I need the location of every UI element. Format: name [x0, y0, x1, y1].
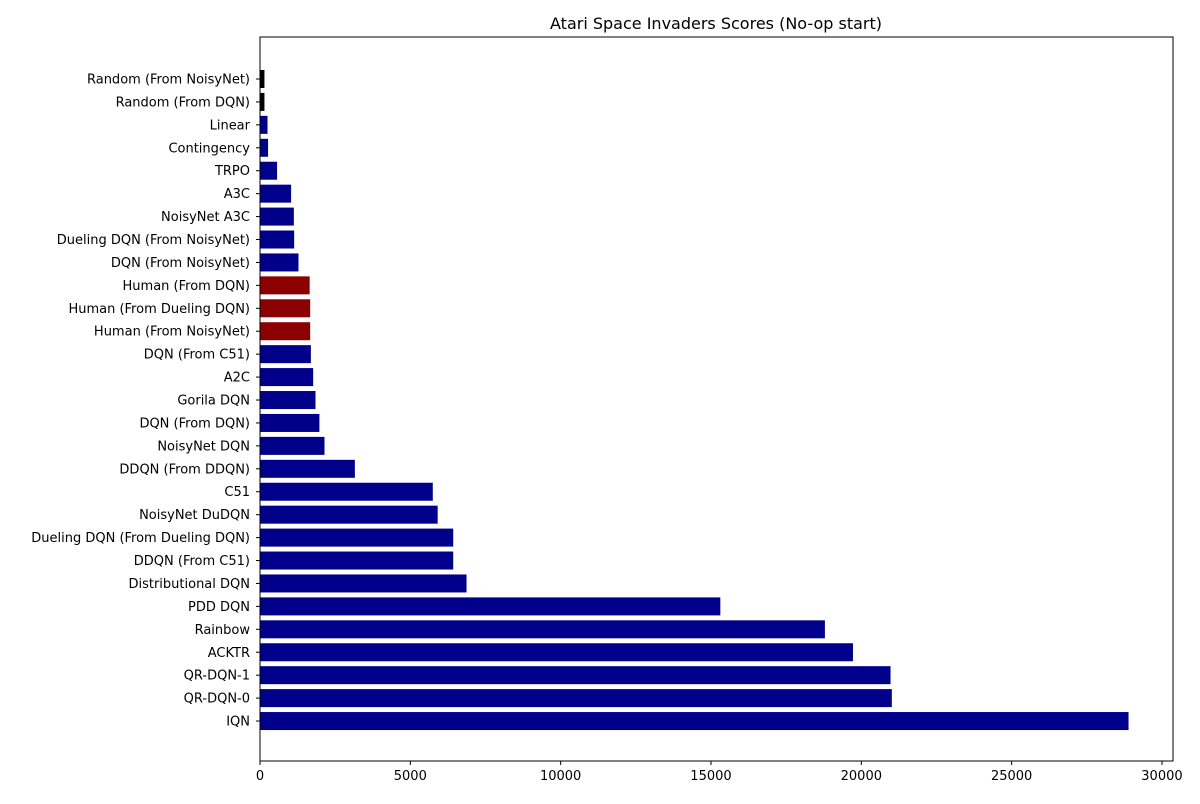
x-tick-label: 25000 [991, 769, 1032, 784]
x-tick-label: 10000 [540, 769, 581, 784]
bar-dqn-from-c51 [260, 345, 311, 364]
bar-trpo [260, 161, 278, 180]
bar-rainbow [260, 620, 825, 639]
y-tick-label: Human (From NoisyNet) [94, 325, 250, 340]
y-tick-label: QR-DQN-1 [184, 669, 250, 684]
y-tick-label: Contingency [168, 141, 250, 156]
bar-linear [260, 115, 268, 134]
y-tick-label: NoisyNet DuDQN [139, 508, 250, 523]
bar-iqn [260, 712, 1129, 731]
bar-random-from-dqn [260, 92, 265, 111]
bar-ddqn-from-ddqn [260, 459, 355, 478]
x-tick-label: 15000 [690, 769, 731, 784]
bars-layer [260, 70, 1129, 731]
bar-human-from-noisynet [260, 322, 311, 341]
bar-c51 [260, 482, 433, 501]
y-tick-label: Linear [210, 118, 251, 133]
x-tick-label: 0 [256, 769, 264, 784]
y-tick-label: C51 [224, 485, 250, 500]
bar-acktr [260, 643, 853, 662]
plot-frame [259, 36, 1174, 762]
bar-distributional-dqn [260, 574, 467, 593]
y-tick-label: TRPO [214, 164, 250, 179]
y-tick-label: A3C [224, 187, 250, 202]
bar-dueling-dqn-from-noisynet [260, 230, 295, 249]
y-tick-label: NoisyNet A3C [161, 210, 250, 225]
y-tick-label: Random (From DQN) [116, 95, 250, 110]
y-tick-label: Dueling DQN (From NoisyNet) [57, 233, 250, 248]
bar-noisynet-dudqn [260, 505, 438, 524]
bar-human-from-dueling-dqn [260, 299, 311, 318]
bar-pdd-dqn [260, 597, 721, 616]
bar-dqn-from-noisynet [260, 253, 299, 272]
bar-a3c [260, 184, 292, 203]
y-tick-label: ACKTR [208, 646, 250, 661]
y-tick-label: Human (From Dueling DQN) [68, 302, 250, 317]
bar-dqn-from-dqn [260, 413, 320, 432]
y-tick-label: PDD DQN [188, 600, 250, 615]
y-tick-label: NoisyNet DQN [157, 439, 250, 454]
bar-noisynet-dqn [260, 436, 325, 455]
bar-a2c [260, 368, 314, 387]
y-tick-label: Gorila DQN [177, 394, 250, 409]
x-tick-labels: 0 5000 10000 15000 20000 25000 30000 [256, 761, 1183, 784]
y-tick-label: Random (From NoisyNet) [87, 73, 250, 88]
y-tick-label: Rainbow [195, 623, 251, 638]
y-tick-label: Human (From DQN) [123, 279, 250, 294]
chart-title: Atari Space Invaders Scores (No-op start… [550, 14, 882, 33]
y-tick-label: A2C [224, 371, 250, 386]
bar-noisynet-a3c [260, 207, 294, 226]
bar-random-from-noisynet [260, 70, 265, 88]
y-tick-label: Dueling DQN (From Dueling DQN) [31, 531, 250, 546]
bar-qr-dqn-0 [260, 689, 892, 708]
bar-dueling-dqn-from-dueling-dqn [260, 528, 454, 547]
y-tick-label: DQN (From DQN) [139, 416, 250, 431]
bar-contingency [260, 138, 269, 157]
x-tick-label: 5000 [394, 769, 427, 784]
y-tick-label: DQN (From NoisyNet) [111, 256, 250, 271]
y-tick-label: DQN (From C51) [144, 348, 250, 363]
y-tick-label: DDQN (From DDQN) [119, 462, 250, 477]
bar-gorila-dqn [260, 391, 316, 410]
x-tick-label: 30000 [1141, 769, 1182, 784]
y-tick-label: IQN [226, 715, 250, 730]
bar-human-from-dqn [260, 276, 310, 295]
bar-qr-dqn-1 [260, 666, 891, 685]
y-tick-labels: Random (From NoisyNet) Random (From DQN) L… [31, 73, 260, 730]
x-tick-label: 20000 [841, 769, 882, 784]
y-tick-label: DDQN (From C51) [134, 554, 250, 569]
y-tick-label: Distributional DQN [128, 577, 250, 592]
y-tick-label: QR-DQN-0 [184, 692, 250, 707]
bar-ddqn-from-c51 [260, 551, 454, 570]
